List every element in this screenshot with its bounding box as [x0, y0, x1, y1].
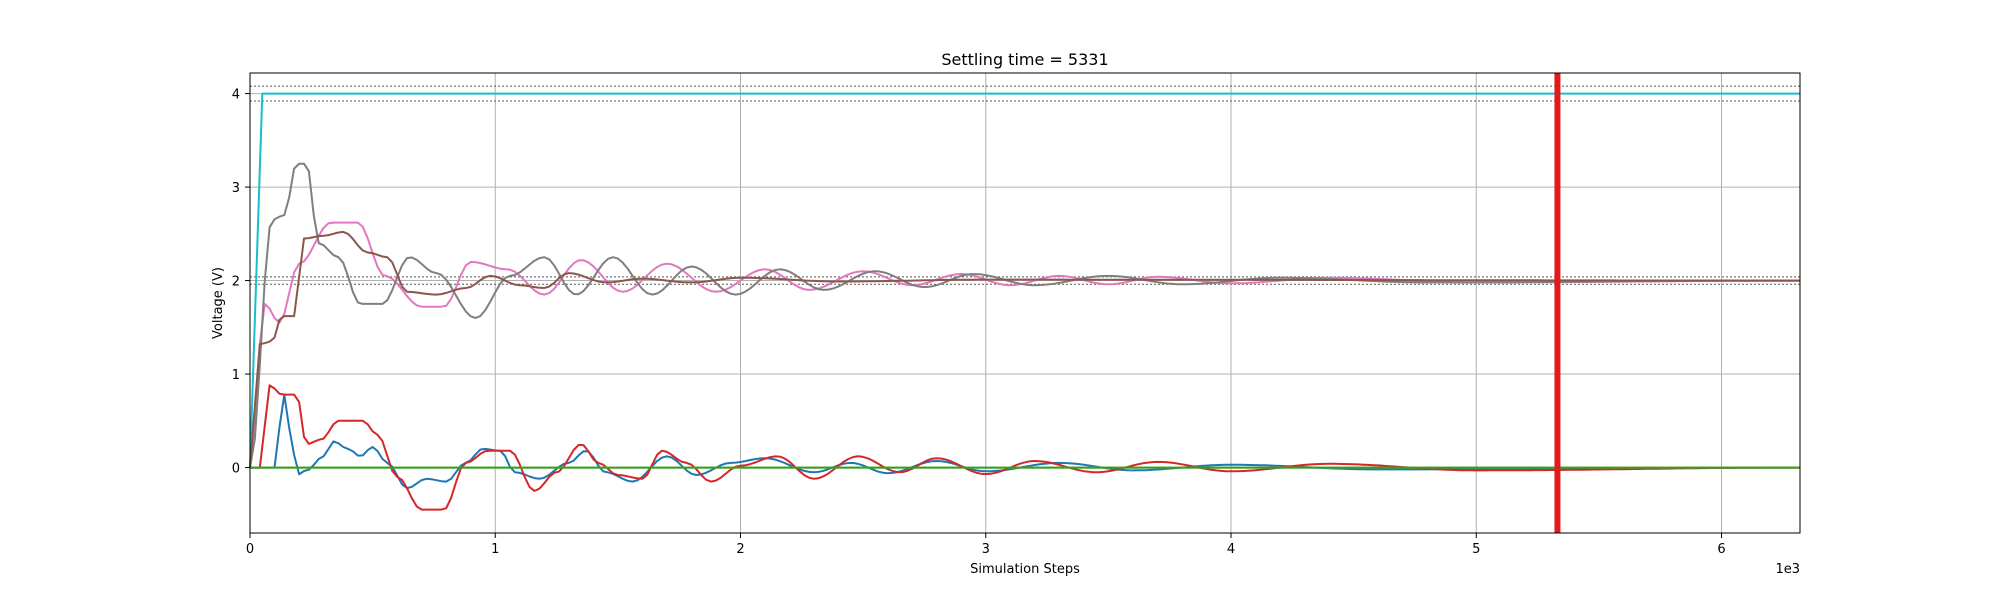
- series-line-4: [249, 230, 1800, 468]
- series-line-1: [249, 92, 1800, 468]
- x-axis-multiplier: 1e3: [1775, 562, 1800, 577]
- plot-frame: [249, 72, 1801, 534]
- x-tick-label: 6: [1717, 542, 1725, 557]
- chart-title: Settling time = 5331: [941, 50, 1108, 69]
- ticks: 0 1 2 3 4 5 6 0 1 2 3 4: [232, 88, 1726, 557]
- series-line-6: [250, 384, 1800, 511]
- y-tick-label: 2: [232, 275, 240, 290]
- y-tick-label: 4: [232, 88, 240, 103]
- series-line-3: [249, 162, 1800, 468]
- y-axis-label: Voltage (V): [211, 267, 226, 339]
- x-tick-label: 5: [1472, 542, 1480, 557]
- x-tick-label: 2: [736, 542, 744, 557]
- series-lines: [249, 92, 1800, 511]
- y-tick-label: 0: [232, 462, 240, 477]
- x-tick-label: 4: [1227, 542, 1235, 557]
- y-tick-label: 1: [232, 368, 240, 383]
- x-tick-label: 0: [246, 542, 254, 557]
- x-tick-label: 1: [491, 542, 499, 557]
- x-tick-label: 3: [982, 542, 990, 557]
- x-axis-label: Simulation Steps: [970, 562, 1080, 577]
- y-tick-label: 3: [232, 181, 240, 196]
